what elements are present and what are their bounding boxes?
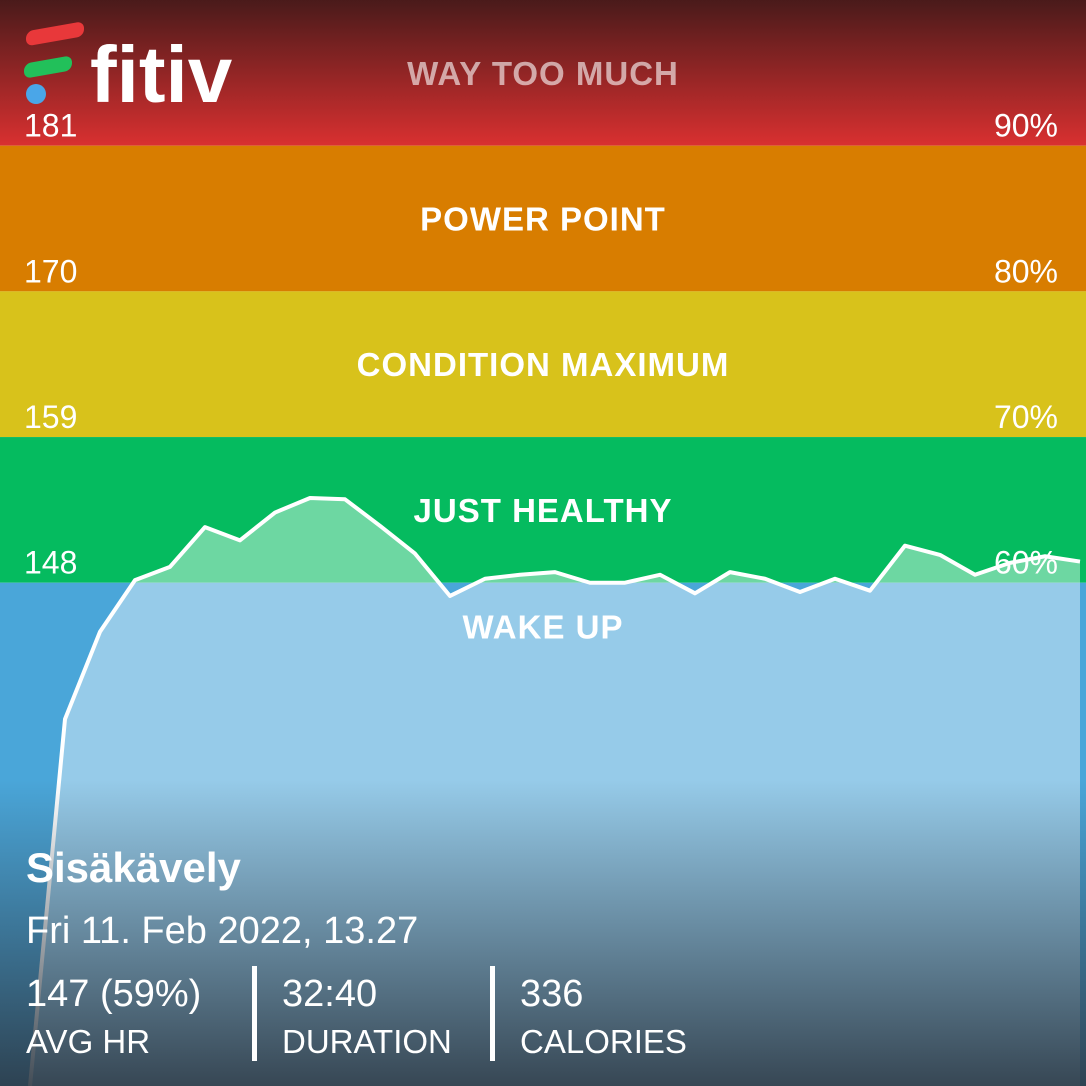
- zone-bpm: 170: [24, 253, 77, 289]
- stat-value: 147 (59%): [26, 973, 201, 1015]
- zone-name: POWER POINT: [420, 201, 666, 238]
- stat-divider: [252, 966, 257, 1061]
- zone-bpm: 159: [24, 399, 77, 435]
- stat-label: CALORIES: [520, 1023, 687, 1060]
- stat-label: DURATION: [282, 1023, 452, 1060]
- top-shade: [0, 0, 1086, 146]
- logo: fitiv: [24, 22, 233, 119]
- zone-name: WAKE UP: [462, 609, 623, 646]
- stat-value: 32:40: [282, 973, 377, 1015]
- zone-band: [0, 437, 1086, 583]
- zone-name: JUST HEALTHY: [414, 492, 673, 529]
- zone-percent: 80%: [994, 253, 1058, 289]
- zone-name: CONDITION MAXIMUM: [357, 346, 730, 383]
- bottom-shade: [0, 780, 1086, 1086]
- zone-percent: 70%: [994, 399, 1058, 435]
- logo-dot: [26, 84, 46, 104]
- logo-text: fitiv: [90, 30, 233, 119]
- workout-date: Fri 11. Feb 2022, 13.27: [26, 910, 418, 952]
- zone-bpm: 181: [24, 108, 77, 144]
- zone-percent: 60%: [994, 545, 1058, 581]
- zone-band: [0, 145, 1086, 292]
- zone-name: WAY TOO MUCH: [407, 55, 679, 92]
- logo-bar: [24, 56, 72, 78]
- hr-line: [28, 495, 1081, 1086]
- stat-value: 336: [520, 973, 583, 1015]
- logo-bar: [26, 22, 84, 46]
- zone-band: [0, 291, 1086, 438]
- stat-divider: [490, 966, 495, 1061]
- workout-title: Sisäkävely: [26, 844, 242, 891]
- zone-percent: 90%: [994, 108, 1058, 144]
- stat-label: AVG HR: [26, 1023, 150, 1060]
- zone-bpm: 148: [24, 545, 77, 581]
